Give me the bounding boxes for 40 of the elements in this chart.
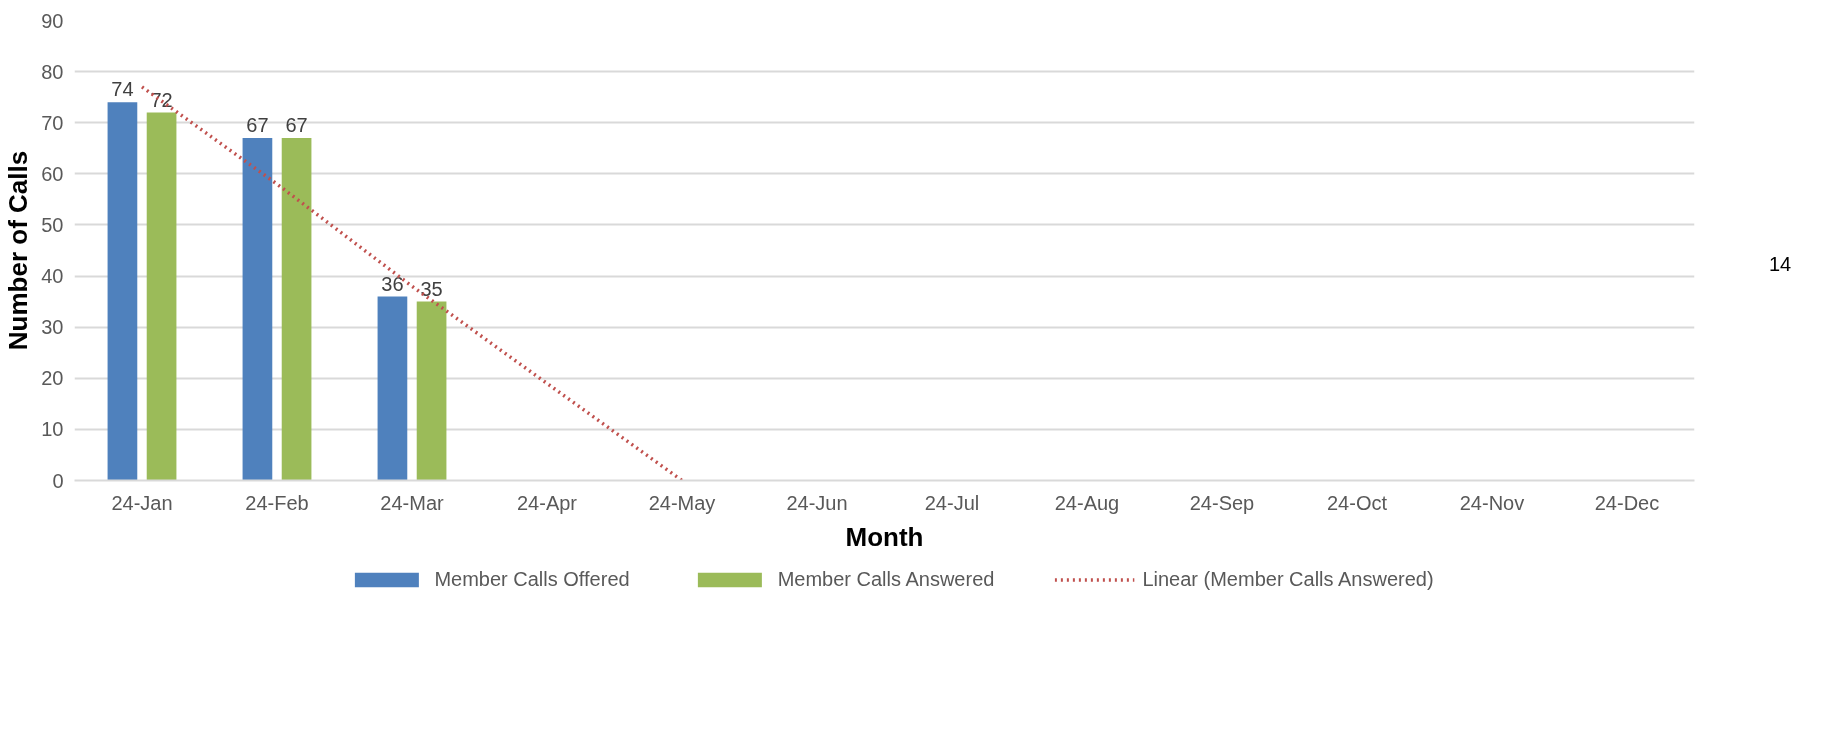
x-axis-title: Month [845, 521, 924, 552]
x-tick-label: 24-Aug [1054, 491, 1120, 514]
x-tick-label: 24-Jul [924, 491, 980, 514]
x-tick-label: 24-May [648, 491, 716, 514]
x-tick-label: 24-Apr [516, 491, 578, 514]
x-tick-label: 24-Feb [245, 491, 309, 514]
data-label: 36 [381, 272, 404, 295]
y-tick-label: 30 [41, 316, 64, 339]
bar [416, 301, 447, 481]
x-tick-label: 24-Dec [1594, 491, 1660, 514]
bar [146, 112, 177, 481]
x-tick-label: 24-Jan [111, 491, 173, 514]
y-tick-label: 20 [41, 367, 64, 390]
y-tick-label: 70 [41, 111, 64, 134]
y-tick-label: 50 [41, 213, 64, 236]
x-tick-label: 24-Oct [1326, 491, 1388, 514]
line-series [140, 85, 684, 481]
y-tick-label: 80 [41, 60, 64, 83]
y-tick-label: 90 [41, 9, 64, 32]
y-tick-label: 10 [41, 418, 64, 441]
y-tick-label: 60 [41, 162, 64, 185]
y-tick-label: 40 [41, 265, 64, 288]
x-tick-label: 24-Mar [380, 491, 445, 514]
bar [242, 138, 273, 481]
data-label: 35 [420, 277, 443, 300]
legend-label: Linear (Member Calls Answered) [1142, 567, 1434, 591]
text: 14 [1769, 252, 1792, 277]
x-tick-label: 24-Nov [1459, 491, 1525, 514]
x-tick-label: 24-Jun [786, 491, 848, 514]
data-label: 67 [246, 114, 269, 137]
bar [281, 138, 312, 481]
y-axis-title: Number of Calls [3, 150, 34, 351]
x-tick-label: 24-Sep [1189, 491, 1255, 514]
data-label: 74 [111, 78, 134, 101]
bar [377, 296, 408, 481]
y-tick-label: 0 [52, 469, 64, 492]
bar [107, 102, 138, 481]
data-label: 67 [285, 114, 308, 137]
legend-label: Member Calls Offered [434, 567, 630, 591]
legend-label: Member Calls Answered [777, 567, 995, 591]
